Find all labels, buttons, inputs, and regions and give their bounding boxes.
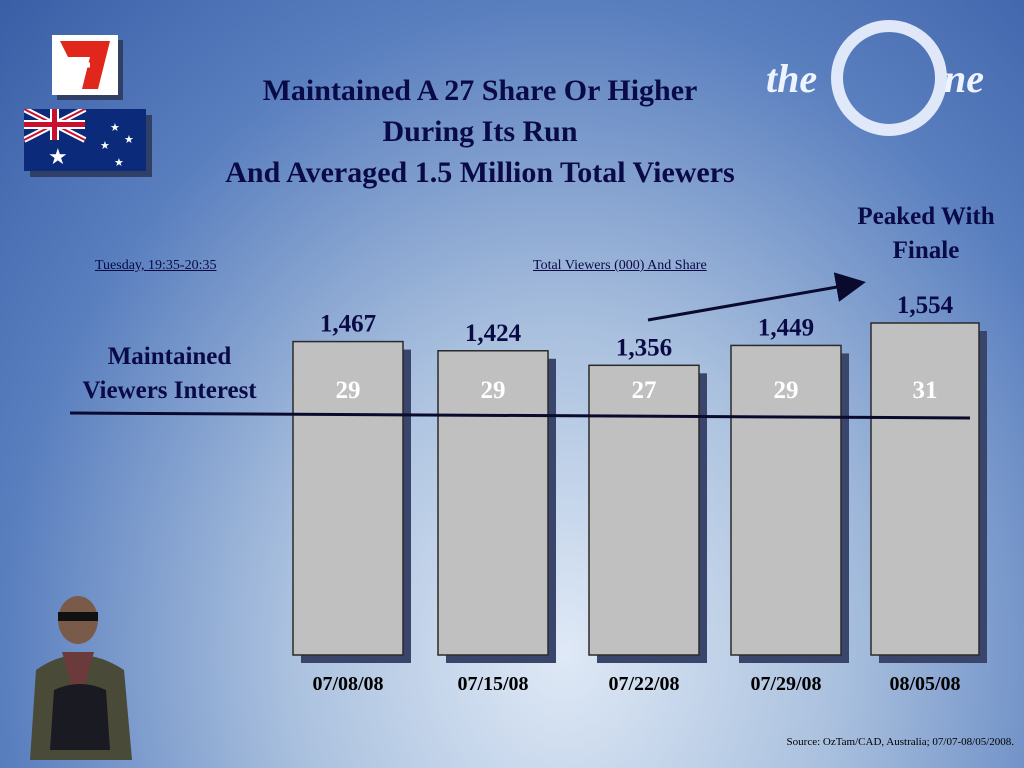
time-slot-label: Tuesday, 19:35-20:35 [95,258,217,273]
bar-value-label: 1,554 [897,292,954,319]
slide-title: Maintained A 27 Share Or Higher During I… [150,70,810,193]
svg-text:★: ★ [100,139,110,152]
bar [870,322,980,656]
maintained-line-2: Viewers Interest [82,377,257,404]
share-label: 29 [481,377,506,404]
category-label: 08/05/08 [889,673,960,695]
title-line-2: During Its Run [382,115,578,148]
bar-value-label: 1,467 [320,311,376,338]
peak-arrow [647,272,866,322]
bar [437,350,549,656]
share-label: 31 [913,377,938,404]
title-line-1: Maintained A 27 Share Or Higher [262,74,698,107]
seven-network-logo [52,35,118,95]
share-label: 27 [632,377,657,404]
peaked-line-2: Finale [892,237,960,264]
category-label: 07/15/08 [457,673,528,695]
svg-text:★: ★ [124,133,134,146]
svg-text:★: ★ [114,156,124,169]
peaked-line-1: Peaked With [857,203,995,230]
svg-text:★: ★ [110,121,120,134]
source-note: Source: OzTam/CAD, Australia; 07/07-08/0… [786,736,1014,748]
bar [730,344,842,656]
australia-flag-icon: ★ ★ ★ ★ ★ [24,109,146,171]
maintained-annotation: Maintained Viewers Interest [62,340,277,408]
bar [292,340,404,656]
share-label: 29 [774,377,799,404]
bar-value-label: 1,424 [465,320,522,347]
category-label: 07/22/08 [608,673,679,695]
bar-value-label: 1,449 [758,314,814,341]
logo-text-ne: ne [944,56,984,101]
maintained-trend-line [69,411,971,420]
chart-subtitle: Total Viewers (000) And Share [533,258,707,273]
svg-text:★: ★ [48,145,68,170]
bar-value-label: 1,356 [616,334,672,361]
category-label: 07/08/08 [312,673,383,695]
maintained-line-1: Maintained [107,343,232,370]
share-label: 29 [336,377,361,404]
peaked-annotation: Peaked With Finale [838,200,1014,268]
category-label: 07/29/08 [750,673,821,695]
bar [588,364,700,656]
title-line-3: And Averaged 1.5 Million Total Viewers [225,156,735,189]
logo-text-the: the [766,56,817,101]
host-photo [20,590,140,760]
the-one-logo: the ne [764,20,1014,140]
